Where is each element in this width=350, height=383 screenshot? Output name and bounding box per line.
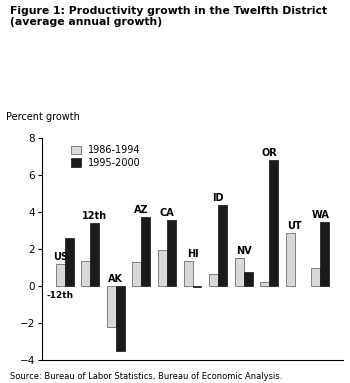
- Text: OR: OR: [261, 148, 277, 158]
- Text: Percent growth: Percent growth: [6, 112, 80, 122]
- Text: 12th: 12th: [82, 211, 107, 221]
- Bar: [193, 286, 202, 287]
- Bar: [244, 272, 253, 286]
- Bar: [107, 286, 116, 327]
- Bar: [141, 218, 150, 286]
- Legend: 1986-1994, 1995-2000: 1986-1994, 1995-2000: [71, 145, 141, 168]
- Text: Source: Bureau of Labor Statistics, Bureau of Economic Analysis.: Source: Bureau of Labor Statistics, Bure…: [10, 372, 283, 381]
- Bar: [286, 233, 295, 286]
- Text: Figure 1: Productivity growth in the Twelfth District: Figure 1: Productivity growth in the Twe…: [10, 6, 328, 16]
- Text: US: US: [52, 252, 68, 262]
- Bar: [183, 261, 192, 286]
- Bar: [116, 286, 125, 351]
- Bar: [269, 160, 278, 286]
- Bar: [81, 261, 90, 286]
- Bar: [209, 274, 218, 286]
- Bar: [132, 262, 141, 286]
- Text: (average annual growth): (average annual growth): [10, 17, 163, 27]
- Bar: [312, 268, 320, 286]
- Text: ID: ID: [212, 193, 224, 203]
- Bar: [320, 222, 329, 286]
- Text: CA: CA: [160, 208, 174, 218]
- Text: WA: WA: [312, 210, 329, 220]
- Text: UT: UT: [287, 221, 302, 231]
- Text: AZ: AZ: [134, 205, 149, 215]
- Text: AK: AK: [108, 274, 123, 284]
- Bar: [218, 205, 227, 286]
- Text: HI: HI: [187, 249, 198, 259]
- Bar: [56, 264, 65, 286]
- Bar: [90, 223, 99, 286]
- Bar: [158, 250, 167, 286]
- Bar: [235, 258, 244, 286]
- Text: NV: NV: [236, 246, 251, 256]
- Bar: [65, 238, 74, 286]
- Text: -12th: -12th: [47, 291, 74, 300]
- Bar: [167, 220, 176, 286]
- Bar: [260, 282, 269, 286]
